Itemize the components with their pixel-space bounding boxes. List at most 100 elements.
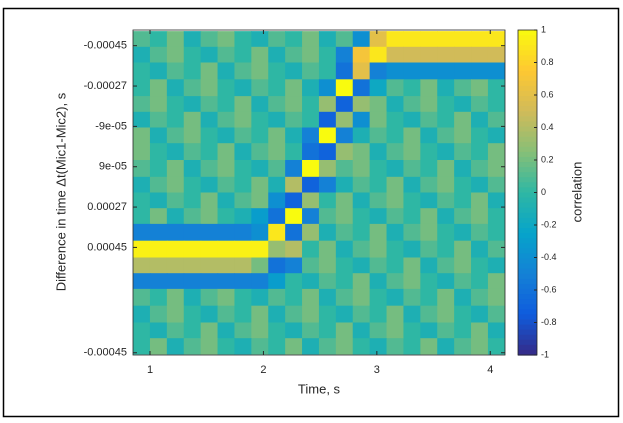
heatmap-cell <box>217 62 236 80</box>
heatmap-cell <box>166 208 185 225</box>
heatmap-cell <box>268 257 286 274</box>
heatmap-cell <box>302 305 320 324</box>
heatmap-cell <box>454 223 472 242</box>
heatmap-cell <box>487 273 505 290</box>
heatmap-cell <box>234 322 252 339</box>
x-tick-label: 2 <box>260 364 266 376</box>
heatmap-cell <box>200 273 219 290</box>
heatmap-cell <box>420 96 438 113</box>
x-tick-label: 1 <box>147 364 153 376</box>
heatmap-cell <box>200 338 219 355</box>
heatmap-cell <box>454 192 472 209</box>
heatmap-cell <box>217 240 236 259</box>
heatmap-cell <box>166 273 185 290</box>
heatmap-cell <box>487 111 505 129</box>
heatmap-cell <box>200 322 219 339</box>
colorbar-swatch <box>518 136 537 143</box>
colorbar-swatch <box>518 96 537 102</box>
colorbar-swatch <box>518 238 537 244</box>
heatmap-cell <box>149 208 168 225</box>
heatmap-cell <box>335 96 354 113</box>
heatmap-cell <box>285 240 303 259</box>
heatmap-cell <box>166 31 185 48</box>
heatmap-cell <box>251 338 269 355</box>
heatmap-cell <box>302 322 320 339</box>
heatmap-cell <box>471 127 489 144</box>
heatmap-cell <box>183 273 202 290</box>
heatmap-cell <box>352 96 371 113</box>
heatmap-cell <box>420 46 438 64</box>
heatmap-cell <box>318 273 337 290</box>
heatmap-cell <box>166 46 185 64</box>
heatmap-cell <box>386 143 405 161</box>
heatmap-cell <box>251 111 269 129</box>
heatmap-cell <box>403 111 421 129</box>
colorbar-swatch <box>518 273 537 280</box>
heatmap-cell <box>487 127 505 144</box>
colorbar-swatch <box>518 35 537 41</box>
heatmap-cell <box>200 257 219 274</box>
heatmap-cell <box>217 31 236 48</box>
heatmap-cell <box>369 31 388 48</box>
colorbar-tick-label: 0.4 <box>541 122 554 132</box>
heatmap-cell <box>251 160 269 178</box>
heatmap-cell <box>369 223 388 242</box>
heatmap-cell <box>149 176 168 194</box>
heatmap-cell <box>302 288 320 307</box>
heatmap-cell <box>487 240 505 259</box>
heatmap-cell <box>200 240 219 259</box>
heatmap-cell <box>352 111 371 129</box>
heatmap-cell <box>352 127 371 144</box>
heatmap-cell <box>487 143 505 161</box>
heatmap-cell <box>234 208 252 225</box>
heatmap-cell <box>149 305 168 324</box>
heatmap-cell <box>217 176 236 194</box>
heatmap-cell <box>352 288 371 307</box>
heatmap-cell <box>369 46 388 64</box>
heatmap-cell <box>318 192 337 209</box>
heatmap-cell <box>217 192 236 209</box>
heatmap-cell <box>437 305 455 324</box>
heatmap-cell <box>437 127 455 144</box>
heatmap-cell <box>403 79 421 97</box>
heatmap-cell <box>133 111 151 129</box>
heatmap-cell <box>234 143 252 161</box>
heatmap-cell <box>251 96 269 113</box>
heatmap-cell <box>149 240 168 259</box>
heatmap-cell <box>133 208 151 225</box>
heatmap-cell <box>251 192 269 209</box>
heatmap-cell <box>369 322 388 339</box>
heatmap-cell <box>352 79 371 97</box>
heatmap-cell <box>471 46 489 64</box>
heatmap-cell <box>454 160 472 178</box>
y-tick-label: -0.00045 <box>84 40 127 52</box>
heatmap-cell <box>369 79 388 97</box>
heatmap-cell <box>183 322 202 339</box>
heatmap-cell <box>200 46 219 64</box>
heatmap-cell <box>369 127 388 144</box>
heatmap-cell <box>302 143 320 161</box>
colorbar-swatch <box>518 294 537 300</box>
heatmap-cell <box>487 257 505 274</box>
colorbar-swatch <box>518 65 537 72</box>
heatmap-cell <box>369 143 388 161</box>
heatmap-cell <box>318 338 337 355</box>
heatmap-cell <box>133 223 151 242</box>
y-tick-label: -0.00045 <box>84 347 127 359</box>
heatmap <box>133 31 505 355</box>
heatmap-cell <box>302 127 320 144</box>
heatmap-cell <box>302 160 320 178</box>
heatmap-cell <box>268 176 286 194</box>
colorbar-label: correlation <box>569 162 584 223</box>
heatmap-cell <box>285 160 303 178</box>
colorbar-swatch <box>518 177 537 183</box>
heatmap-cell <box>454 208 472 225</box>
heatmap-cell <box>217 338 236 355</box>
heatmap-cell <box>471 31 489 48</box>
heatmap-cell <box>149 143 168 161</box>
heatmap-cell <box>183 240 202 259</box>
heatmap-cell <box>234 192 252 209</box>
heatmap-cell <box>251 62 269 80</box>
heatmap-cell <box>183 338 202 355</box>
heatmap-cell <box>217 160 236 178</box>
